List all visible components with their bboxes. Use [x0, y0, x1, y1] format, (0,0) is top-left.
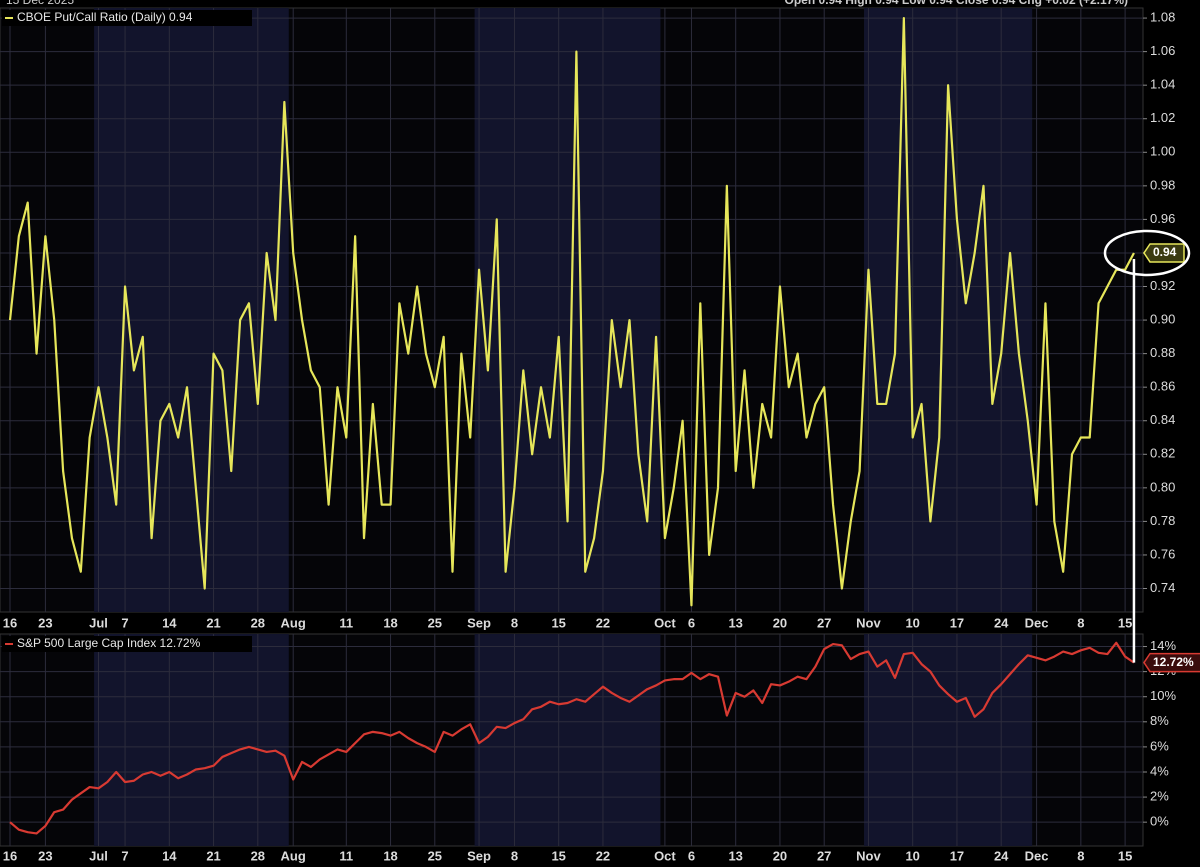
x-tick-label: 8 — [511, 615, 518, 630]
y-tick-label: 14% — [1150, 638, 1176, 653]
x-tick-label: 23 — [38, 848, 52, 863]
x-tick-label: 20 — [773, 615, 787, 630]
x-tick-label: 6 — [688, 848, 695, 863]
x-tick-label: Sep — [467, 615, 491, 630]
x-tick-label: 21 — [206, 615, 220, 630]
last-value-label: 12.72% — [1153, 655, 1194, 669]
y-tick-label: 1.02 — [1150, 110, 1175, 125]
x-tick-label: Oct — [654, 848, 676, 863]
x-tick-label: 18 — [383, 848, 397, 863]
x-tick-label: 22 — [596, 848, 610, 863]
x-tick-label: Dec — [1025, 848, 1049, 863]
y-tick-label: 8% — [1150, 713, 1169, 728]
y-tick-label: 0.78 — [1150, 513, 1175, 528]
y-tick-label: 0.88 — [1150, 345, 1175, 360]
x-tick-label: 21 — [206, 848, 220, 863]
x-tick-label: 28 — [251, 615, 265, 630]
y-tick-label: 0.84 — [1150, 412, 1175, 427]
x-tick-label: 8 — [511, 848, 518, 863]
x-tick-label: 24 — [994, 848, 1009, 863]
x-tick-label: 11 — [339, 848, 353, 863]
x-tick-label: 10 — [905, 848, 919, 863]
x-tick-label: Aug — [281, 848, 306, 863]
y-tick-label: 4% — [1150, 763, 1169, 778]
x-tick-label: Aug — [281, 615, 306, 630]
x-tick-label: 27 — [817, 615, 831, 630]
x-tick-label: 13 — [728, 615, 742, 630]
x-tick-label: 7 — [121, 615, 128, 630]
x-tick-label: 14 — [162, 848, 177, 863]
annotation-ellipse — [1103, 229, 1191, 277]
legend-label: CBOE Put/Call Ratio (Daily) 0.94 — [17, 10, 193, 24]
y-tick-label: 0.86 — [1150, 379, 1175, 394]
last-value-tag — [1143, 652, 1200, 673]
month-band — [94, 634, 289, 846]
y-tick-label: 1.06 — [1150, 43, 1175, 58]
y-tick-label: 0.98 — [1150, 177, 1175, 192]
y-tick-label: 0.90 — [1150, 312, 1175, 327]
series-line — [8, 16, 1135, 607]
x-tick-label: 27 — [817, 848, 831, 863]
x-tick-label: 11 — [339, 615, 353, 630]
x-tick-label: 25 — [428, 848, 442, 863]
y-tick-label: 0.80 — [1150, 479, 1175, 494]
x-tick-label: 15 — [551, 615, 565, 630]
last-value-tag — [1143, 243, 1185, 263]
x-tick-label: 14 — [162, 615, 177, 630]
x-tick-label: 10 — [905, 615, 919, 630]
y-tick-label: 2% — [1150, 789, 1169, 804]
y-tick-label: 0.74 — [1150, 580, 1175, 595]
x-tick-label: 24 — [994, 615, 1009, 630]
x-tick-label: 18 — [383, 615, 397, 630]
x-tick-label: Dec — [1025, 615, 1049, 630]
y-tick-label: 0.92 — [1150, 278, 1175, 293]
y-tick-label: 0.96 — [1150, 211, 1175, 226]
series-line — [9, 641, 1135, 835]
x-tick-label: 7 — [121, 848, 128, 863]
legend-box — [2, 636, 252, 652]
x-tick-label: 15 — [551, 848, 565, 863]
x-tick-label: 17 — [950, 615, 964, 630]
x-tick-label: Jul — [89, 615, 108, 630]
header-quote: Open 0.94 High 0.94 Low 0.94 Close 0.94 … — [785, 0, 1128, 7]
y-tick-label: 1.08 — [1150, 10, 1175, 25]
x-tick-label: 8 — [1077, 848, 1084, 863]
x-tick-label: 16 — [3, 848, 17, 863]
last-value-label: 0.94 — [1153, 245, 1177, 259]
x-tick-label: Nov — [856, 615, 881, 630]
y-tick-label: 0.76 — [1150, 546, 1175, 561]
x-tick-label: 28 — [251, 848, 265, 863]
legend-label: S&P 500 Large Cap Index 12.72% — [17, 636, 201, 650]
x-tick-label: Oct — [654, 615, 676, 630]
y-tick-label: 10% — [1150, 688, 1176, 703]
y-tick-label: 6% — [1150, 738, 1169, 753]
x-tick-label: 20 — [773, 848, 787, 863]
legend-box — [2, 10, 252, 26]
y-tick-label: 0% — [1150, 814, 1169, 829]
x-tick-label: 16 — [3, 615, 17, 630]
x-tick-label: 25 — [428, 615, 442, 630]
x-tick-label: 8 — [1077, 615, 1084, 630]
x-tick-label: 17 — [950, 848, 964, 863]
x-tick-label: 15 — [1118, 848, 1132, 863]
y-tick-label: 1.00 — [1150, 144, 1175, 159]
x-tick-label: Jul — [89, 848, 108, 863]
x-tick-label: 22 — [596, 615, 610, 630]
x-tick-label: Nov — [856, 848, 881, 863]
month-band — [864, 634, 1033, 846]
x-tick-label: 13 — [728, 848, 742, 863]
x-tick-label: 23 — [38, 615, 52, 630]
x-tick-label: Sep — [467, 848, 491, 863]
header-date: 15 Dec 2025 — [6, 0, 74, 7]
y-tick-label: 0.82 — [1150, 446, 1175, 461]
x-tick-label: 15 — [1118, 615, 1132, 630]
month-band — [474, 634, 661, 846]
y-tick-label: 1.04 — [1150, 77, 1175, 92]
x-tick-label: 6 — [688, 615, 695, 630]
